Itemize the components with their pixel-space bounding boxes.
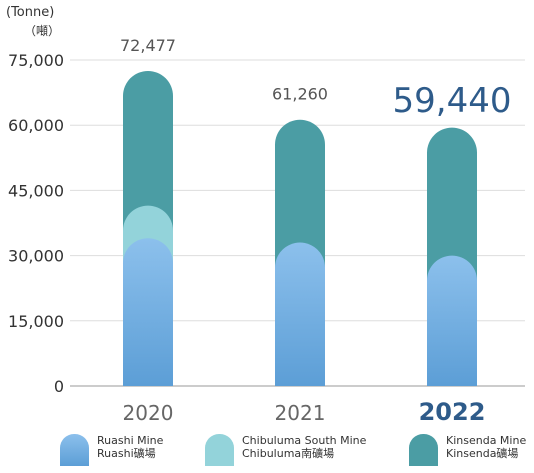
legend-label-chibuluma-zh: Chibuluma南礦場 [242,447,335,460]
legend-item-kinsenda: Kinsenda Mine Kinsenda礦場 [409,434,526,466]
stacked-bar-chart: 0 15,000 30,000 45,000 60,000 75,000 72,477 202… [8,36,525,426]
total-label-2020: 72,477 [120,36,176,55]
legend-swatch-ruashi [60,434,89,466]
y-tick-label: 45,000 [8,181,64,200]
legend-swatch-kinsenda [409,434,438,466]
y-axis-unit-zh: （噸） [24,24,61,38]
legend-swatch-chibuluma [205,434,234,466]
legend-label-kinsenda: Kinsenda Mine [446,434,527,447]
total-label-2021: 61,260 [272,85,328,104]
bar-ruashi-2020 [123,238,173,386]
legend-label-kinsenda-zh: Kinsenda礦場 [446,447,519,460]
x-tick-label-2022: 2022 [419,398,486,426]
legend-item-ruashi: Ruashi Mine Ruashi礦場 [60,434,163,466]
legend-label-ruashi-zh: Ruashi礦場 [97,447,156,460]
legend-item-chibuluma: Chibuluma South Mine Chibuluma南礦場 [205,434,366,466]
bar-ruashi-2021 [275,242,325,386]
legend-label-chibuluma: Chibuluma South Mine [242,434,367,447]
y-tick-label: 0 [54,377,64,396]
y-axis-unit: (Tonne) [6,5,55,20]
y-tick-label: 30,000 [8,247,64,266]
total-label-2022: 59,440 [393,81,512,121]
legend-label-ruashi: Ruashi Mine [97,434,164,447]
x-tick-label-2021: 2021 [275,401,326,425]
x-tick-label-2020: 2020 [123,401,174,425]
bar-ruashi-2022 [427,255,477,386]
y-tick-label: 75,000 [8,51,64,70]
y-tick-label: 15,000 [8,312,64,331]
y-tick-label: 60,000 [8,116,64,135]
